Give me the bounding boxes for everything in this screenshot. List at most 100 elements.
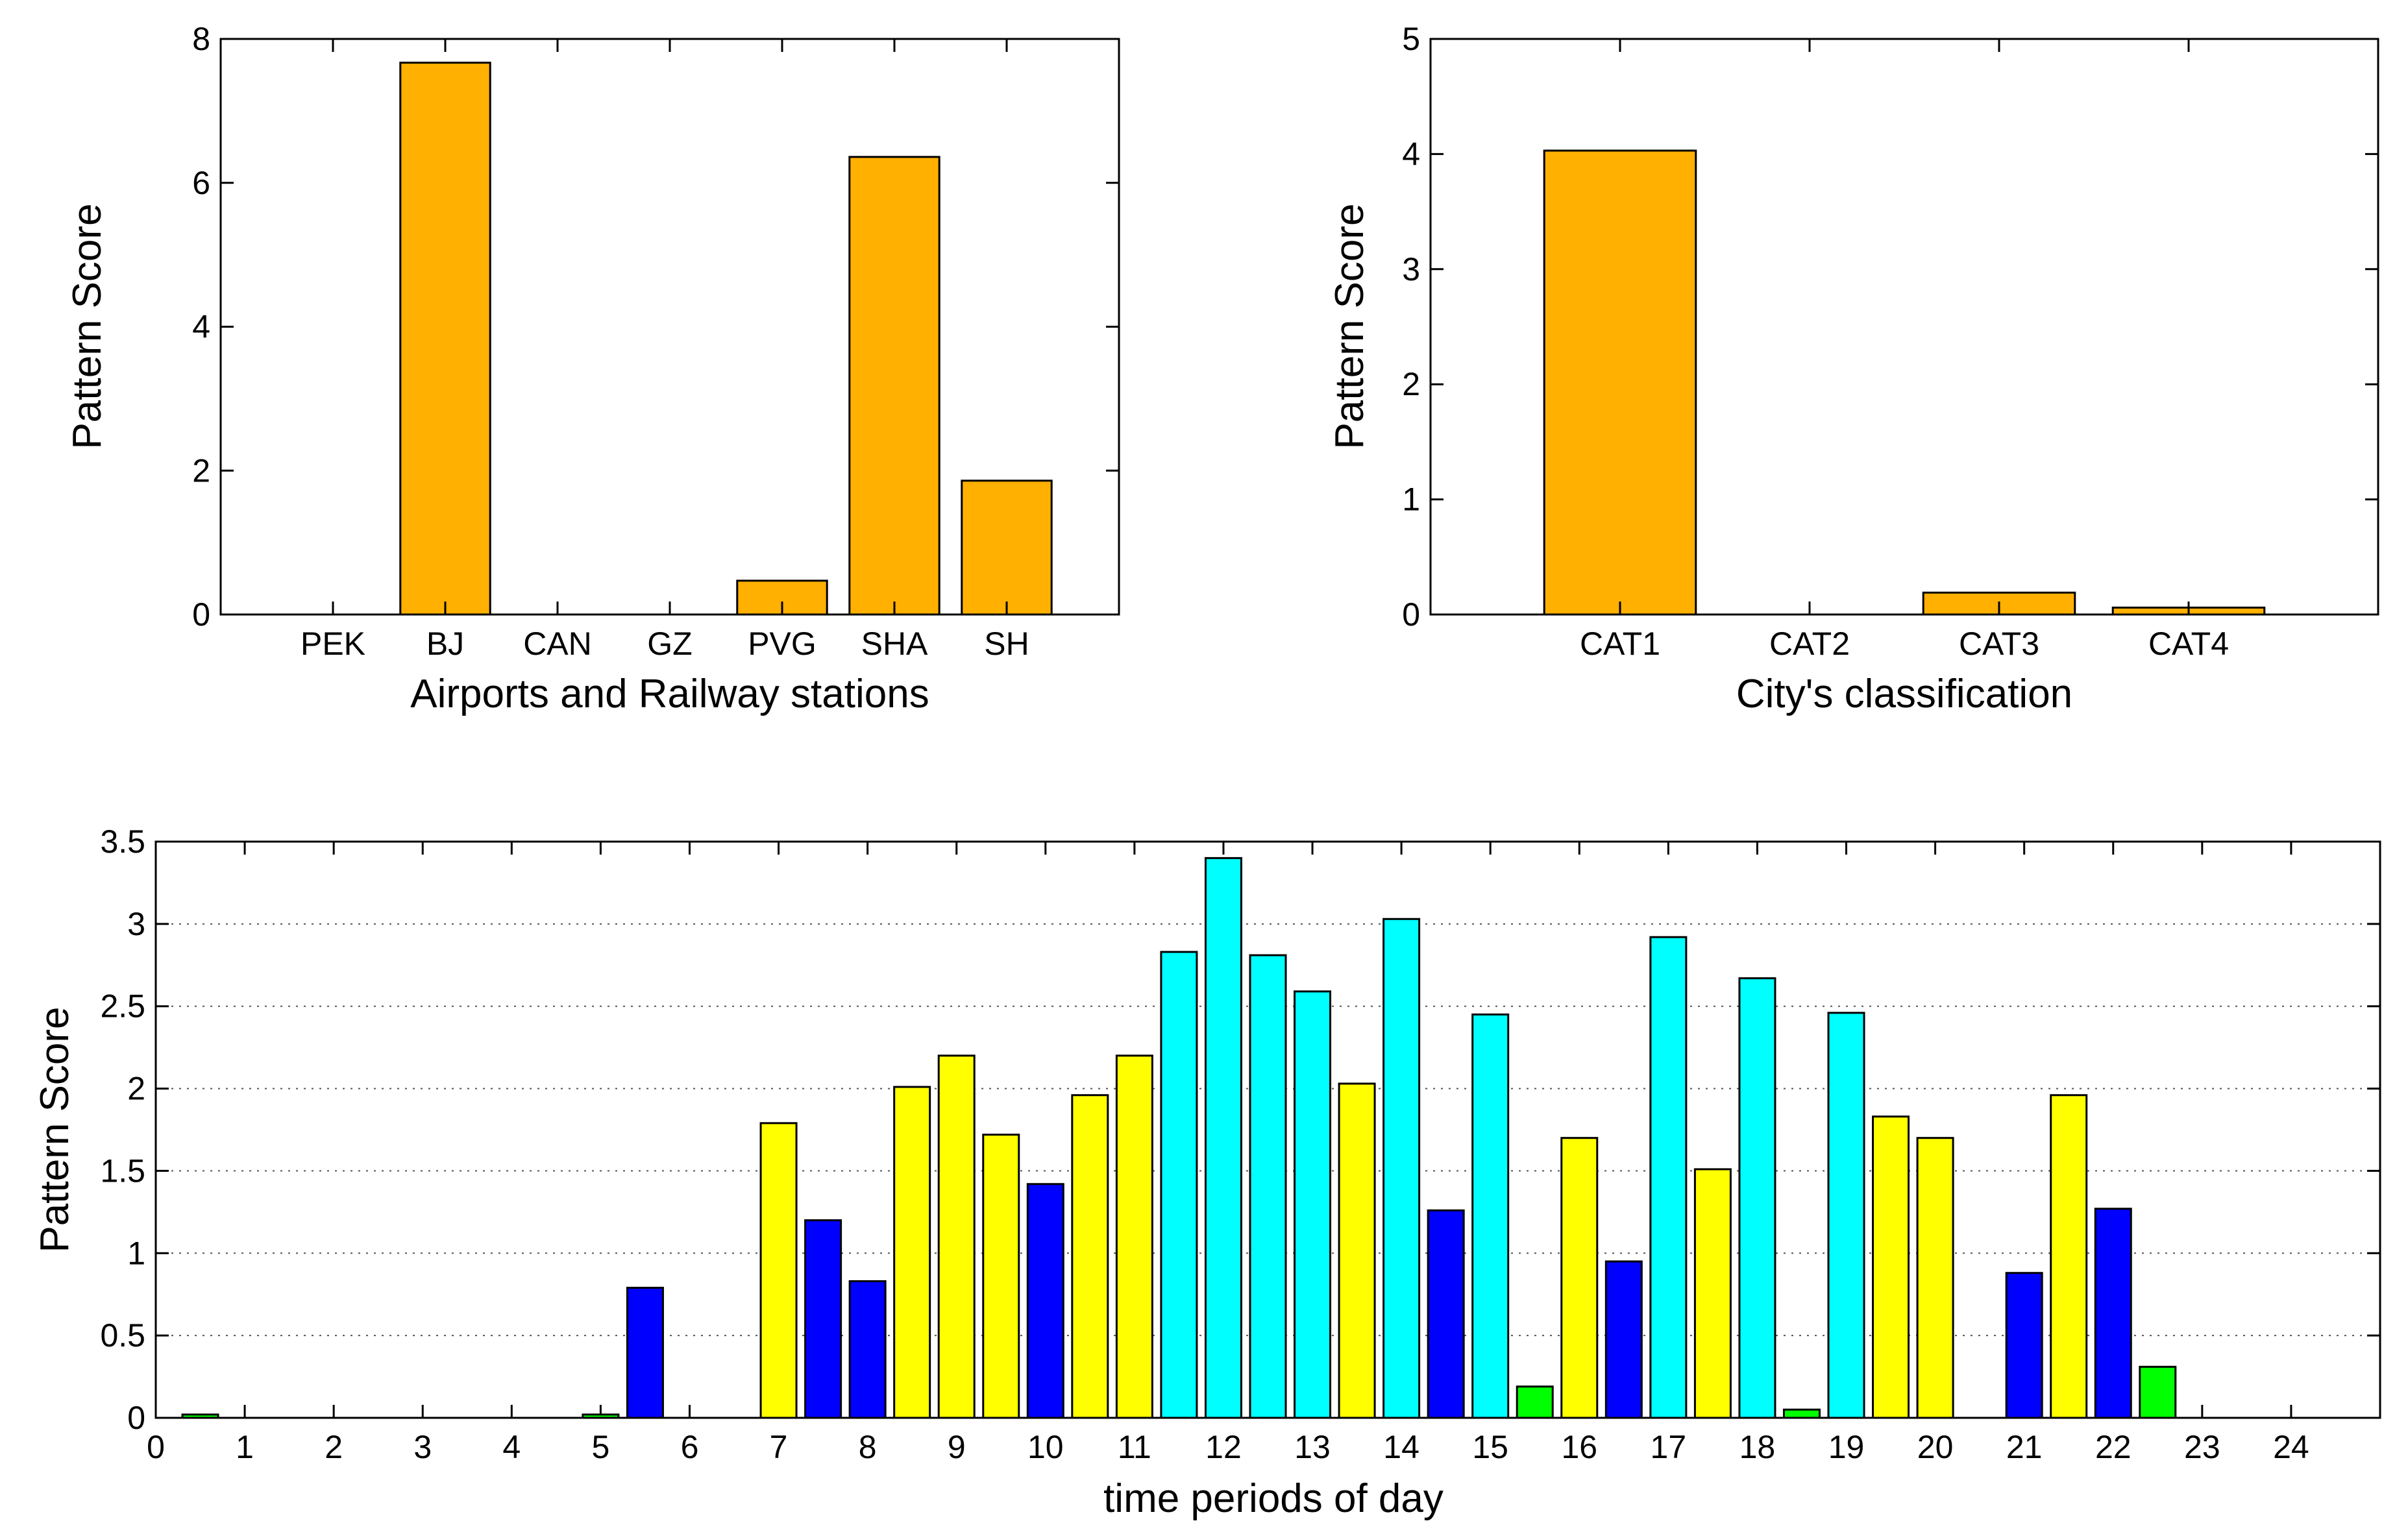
- bar-blue: [848, 1280, 887, 1419]
- x-tick-label: SH: [984, 626, 1029, 662]
- y-tick-label: 0: [127, 1400, 145, 1436]
- y-tick-label: 0: [1402, 596, 1420, 633]
- x-tick-label: PEK: [301, 626, 365, 662]
- x-tick-label: CAN: [523, 626, 592, 662]
- y-tick-label: 0.5: [100, 1317, 145, 1354]
- y-tick-label: 1: [1402, 481, 1420, 518]
- x-tick-label: SHA: [861, 626, 928, 662]
- y-tick-label: 3: [127, 906, 145, 942]
- bar-cyan: [1160, 951, 1198, 1419]
- y-tick-label: 0: [192, 596, 210, 633]
- y-tick-label: 8: [192, 21, 210, 57]
- x-tick-label: CAT4: [2148, 626, 2229, 662]
- x-tick-label: 12: [1205, 1429, 1242, 1465]
- bar-cyan: [1249, 954, 1287, 1419]
- bar-yellow: [937, 1054, 976, 1419]
- bar-cat1: [1543, 149, 1697, 616]
- bar-green: [1516, 1385, 1554, 1419]
- bar-yellow: [893, 1086, 931, 1419]
- x-tick-label: 21: [2006, 1429, 2043, 1465]
- x-tick-label: CAT2: [1769, 626, 1850, 662]
- bar-yellow: [1071, 1094, 1109, 1419]
- bar-green: [2139, 1365, 2177, 1419]
- x-tick-label: 11: [1118, 1429, 1151, 1465]
- bar-green: [181, 1413, 219, 1419]
- x-axis-label: time periods of day: [1103, 1476, 1444, 1521]
- x-tick-label: 18: [1739, 1429, 1776, 1465]
- bar-yellow: [2050, 1094, 2088, 1419]
- bar-yellow: [1338, 1082, 1376, 1419]
- x-tick-label: 16: [1561, 1429, 1597, 1465]
- x-tick-label: 22: [2095, 1429, 2132, 1465]
- x-tick-label: CAT3: [1959, 626, 2039, 662]
- x-axis-label: City's classification: [1736, 672, 2072, 716]
- x-tick-label: 10: [1027, 1429, 1064, 1465]
- plot-frame: [1429, 38, 2379, 616]
- bar-yellow: [982, 1134, 1020, 1419]
- bar-blue: [1026, 1183, 1064, 1419]
- bar-cyan: [1827, 1012, 1865, 1419]
- bar-green: [1782, 1408, 1821, 1419]
- y-tick-label: 2: [127, 1071, 145, 1107]
- bar-blue: [1427, 1209, 1465, 1419]
- y-tick-label: 1: [127, 1235, 145, 1271]
- bar-sha: [848, 156, 940, 616]
- y-tick-label: 3: [1402, 251, 1420, 287]
- bar-blue: [2005, 1272, 2043, 1419]
- x-tick-label: 4: [502, 1429, 521, 1465]
- bar-blue: [1604, 1260, 1643, 1419]
- x-tick-label: 1: [236, 1429, 254, 1465]
- x-tick-label: PVG: [748, 626, 817, 662]
- x-tick-label: 9: [948, 1429, 966, 1465]
- x-tick-label: 14: [1383, 1429, 1419, 1465]
- x-tick-label: 3: [413, 1429, 432, 1465]
- bar-yellow: [1693, 1168, 1732, 1419]
- x-tick-label: 15: [1472, 1429, 1508, 1465]
- bar-cyan: [1382, 918, 1421, 1419]
- x-tick-label: 5: [591, 1429, 609, 1465]
- bar-yellow: [1916, 1137, 1954, 1419]
- bar-green: [582, 1413, 620, 1419]
- bar-blue: [2094, 1208, 2132, 1419]
- x-tick-label: 19: [1828, 1429, 1865, 1465]
- chart-airports: 0 2 4 6 8 PEK BJ CAN GZ PVG SHA SH Airports and Rai…: [65, 21, 1120, 716]
- y-tick-label: 6: [192, 165, 210, 201]
- y-tick-label: 2: [1402, 366, 1420, 402]
- bar-cyan: [1204, 857, 1242, 1419]
- bar-yellow: [1872, 1115, 1910, 1419]
- bar-yellow: [759, 1122, 798, 1419]
- x-tick-label: CAT1: [1580, 626, 1660, 662]
- bar-sh: [961, 480, 1053, 616]
- bar-blue: [804, 1219, 842, 1419]
- y-tick-label: 4: [1402, 136, 1420, 172]
- x-tick-label: 6: [681, 1429, 699, 1465]
- bar-yellow: [1115, 1054, 1153, 1419]
- x-tick-label: 8: [859, 1429, 877, 1465]
- x-tick-label: 2: [325, 1429, 343, 1465]
- x-tick-label: GZ: [647, 626, 692, 662]
- y-tick-label: 2: [192, 452, 210, 489]
- x-tick-label: 7: [770, 1429, 788, 1465]
- bar-cyan: [1649, 936, 1688, 1419]
- x-axis-label: Airports and Railway stations: [410, 672, 929, 716]
- y-axis-label: Pattern Score: [32, 1006, 77, 1252]
- x-tick-label: 24: [2273, 1429, 2309, 1465]
- x-tick-label: 17: [1651, 1429, 1687, 1465]
- bar-yellow: [1560, 1137, 1599, 1419]
- y-tick-label: 2.5: [100, 988, 145, 1025]
- x-tick-label: 23: [2184, 1429, 2220, 1465]
- chart-city-classification: 0 1 2 3 4 5 CAT1 CAT2 CAT3 CAT4 City's classifica…: [1327, 21, 2379, 716]
- y-tick-label: 3.5: [100, 823, 145, 860]
- bar-bj: [399, 62, 491, 616]
- x-tick-label: 20: [1917, 1429, 1954, 1465]
- x-tick-label: 13: [1294, 1429, 1331, 1465]
- y-axis-label: Pattern Score: [65, 203, 110, 449]
- y-tick-label: 4: [192, 309, 210, 345]
- y-axis-label: Pattern Score: [1327, 203, 1372, 449]
- y-tick-label: 5: [1402, 21, 1420, 57]
- bar-cyan: [1471, 1013, 1510, 1419]
- x-tick-label: BJ: [426, 626, 464, 662]
- bar-cyan: [1294, 990, 1332, 1419]
- y-tick-label: 1.5: [100, 1152, 145, 1189]
